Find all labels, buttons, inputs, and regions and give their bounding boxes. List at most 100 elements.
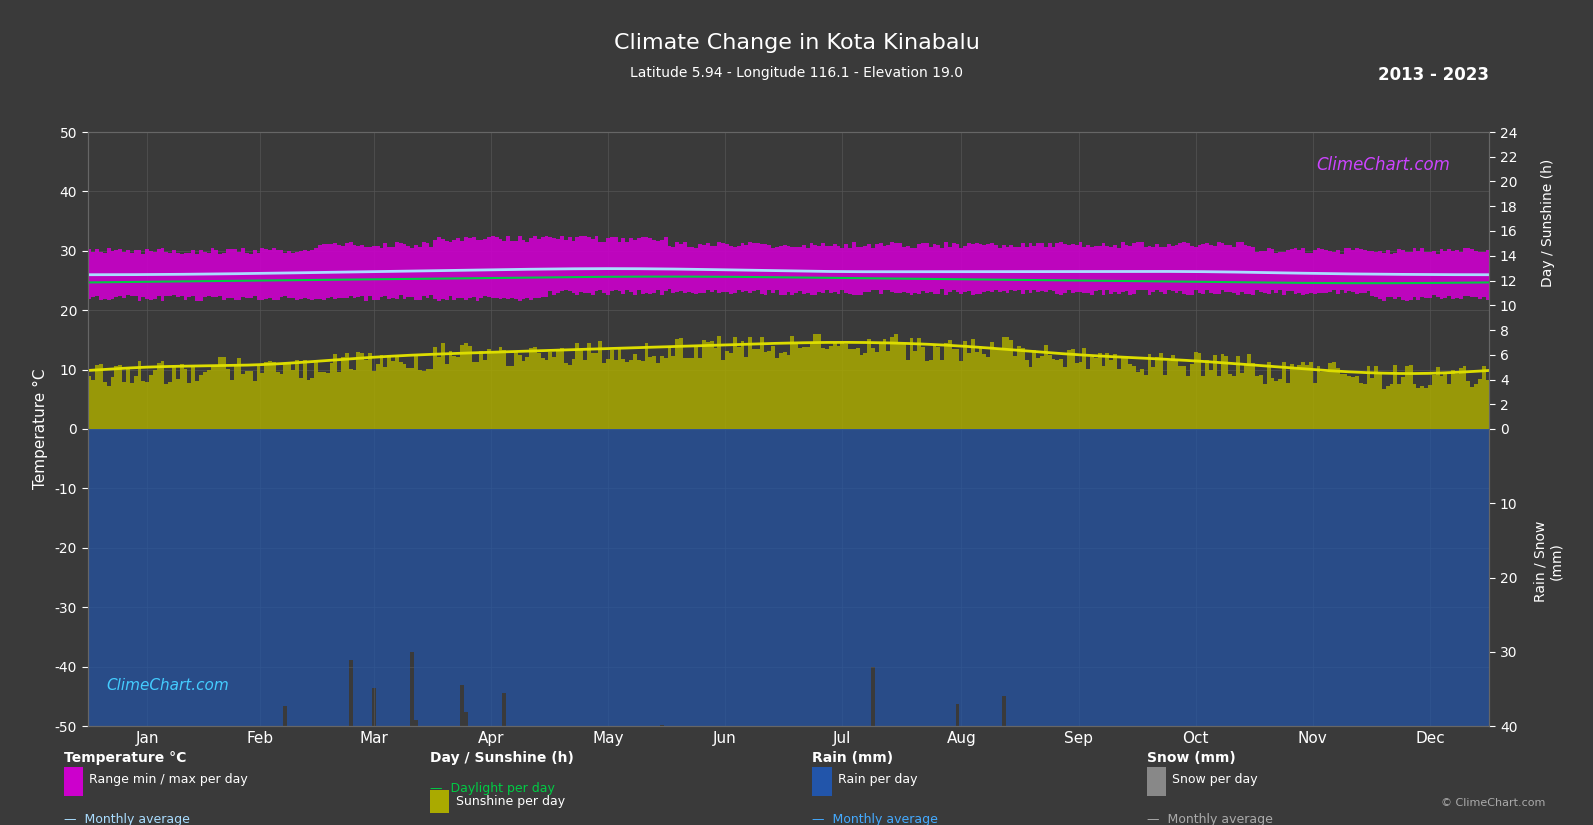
Bar (352, 429, 357, 825)
Bar (1332, 429, 1337, 825)
Bar (841, 341, 844, 429)
Bar (879, 429, 883, 799)
Bar (645, 237, 648, 293)
Bar (572, 429, 575, 825)
Bar (898, 342, 902, 429)
Bar (1166, 429, 1171, 825)
Bar (276, 429, 280, 825)
Bar (441, 429, 444, 825)
Bar (175, 253, 180, 298)
Bar (1413, 429, 1416, 825)
Bar (379, 429, 384, 825)
Bar (430, 369, 433, 429)
Bar (814, 334, 817, 429)
Bar (487, 349, 491, 429)
Bar (330, 244, 333, 298)
Bar (1381, 253, 1386, 300)
Bar (1286, 250, 1290, 290)
Bar (210, 248, 215, 296)
Bar (1201, 376, 1206, 429)
Bar (964, 429, 967, 825)
Bar (1294, 368, 1297, 429)
Bar (349, 369, 352, 429)
Bar (1056, 243, 1059, 295)
Bar (175, 429, 180, 825)
Bar (1021, 348, 1024, 429)
Bar (1209, 429, 1212, 825)
Bar (898, 243, 902, 294)
Bar (782, 352, 787, 429)
Bar (1144, 375, 1147, 429)
Bar (1133, 243, 1136, 294)
Bar (1486, 429, 1489, 825)
Bar (599, 342, 602, 429)
Bar (403, 429, 406, 825)
Bar (1451, 370, 1454, 429)
Bar (526, 242, 529, 298)
Bar (1340, 253, 1343, 290)
Bar (1082, 247, 1086, 293)
Bar (741, 243, 744, 292)
Bar (264, 362, 268, 429)
Bar (403, 243, 406, 299)
Bar (479, 240, 483, 298)
Bar (414, 355, 417, 429)
Bar (456, 238, 460, 299)
Bar (1005, 429, 1010, 808)
Bar (180, 429, 183, 825)
Bar (553, 238, 556, 295)
Bar (1121, 242, 1125, 293)
Bar (1271, 378, 1274, 429)
Bar (1266, 248, 1271, 295)
Bar (795, 248, 798, 293)
Text: Temperature °C: Temperature °C (64, 751, 186, 765)
Bar (972, 429, 975, 825)
Bar (1340, 374, 1343, 429)
Bar (272, 429, 276, 825)
Bar (433, 239, 436, 299)
Bar (303, 429, 306, 825)
Text: Day / Sunshine (h): Day / Sunshine (h) (1542, 158, 1555, 287)
Bar (1059, 359, 1063, 429)
Bar (906, 360, 910, 429)
Text: Range min / max per day: Range min / max per day (89, 773, 249, 786)
Bar (675, 429, 679, 825)
Bar (610, 350, 613, 429)
Bar (115, 251, 118, 297)
Bar (828, 429, 833, 825)
Bar (295, 360, 299, 429)
Bar (875, 352, 879, 429)
Bar (1217, 376, 1220, 429)
Bar (1013, 429, 1016, 825)
Bar (752, 349, 757, 429)
Bar (1313, 429, 1317, 825)
Bar (1070, 244, 1075, 294)
Bar (1446, 384, 1451, 429)
Bar (156, 429, 161, 825)
Bar (1171, 429, 1174, 825)
Bar (1032, 429, 1037, 825)
Bar (1244, 244, 1247, 295)
Bar (460, 346, 464, 429)
Bar (913, 429, 918, 825)
Bar (268, 429, 272, 825)
Bar (280, 374, 284, 429)
Bar (1228, 429, 1231, 825)
Bar (1040, 356, 1043, 429)
Bar (188, 252, 191, 297)
Bar (123, 382, 126, 429)
Bar (287, 362, 292, 429)
Bar (123, 252, 126, 299)
Bar (256, 365, 260, 429)
Bar (1421, 429, 1424, 825)
Bar (360, 245, 365, 296)
Bar (932, 429, 937, 825)
Bar (656, 429, 660, 825)
Bar (368, 353, 371, 429)
Bar (368, 248, 371, 296)
Bar (1405, 252, 1408, 300)
Bar (1454, 250, 1459, 299)
Bar (1070, 429, 1075, 825)
Bar (879, 343, 883, 429)
Bar (1337, 368, 1340, 429)
